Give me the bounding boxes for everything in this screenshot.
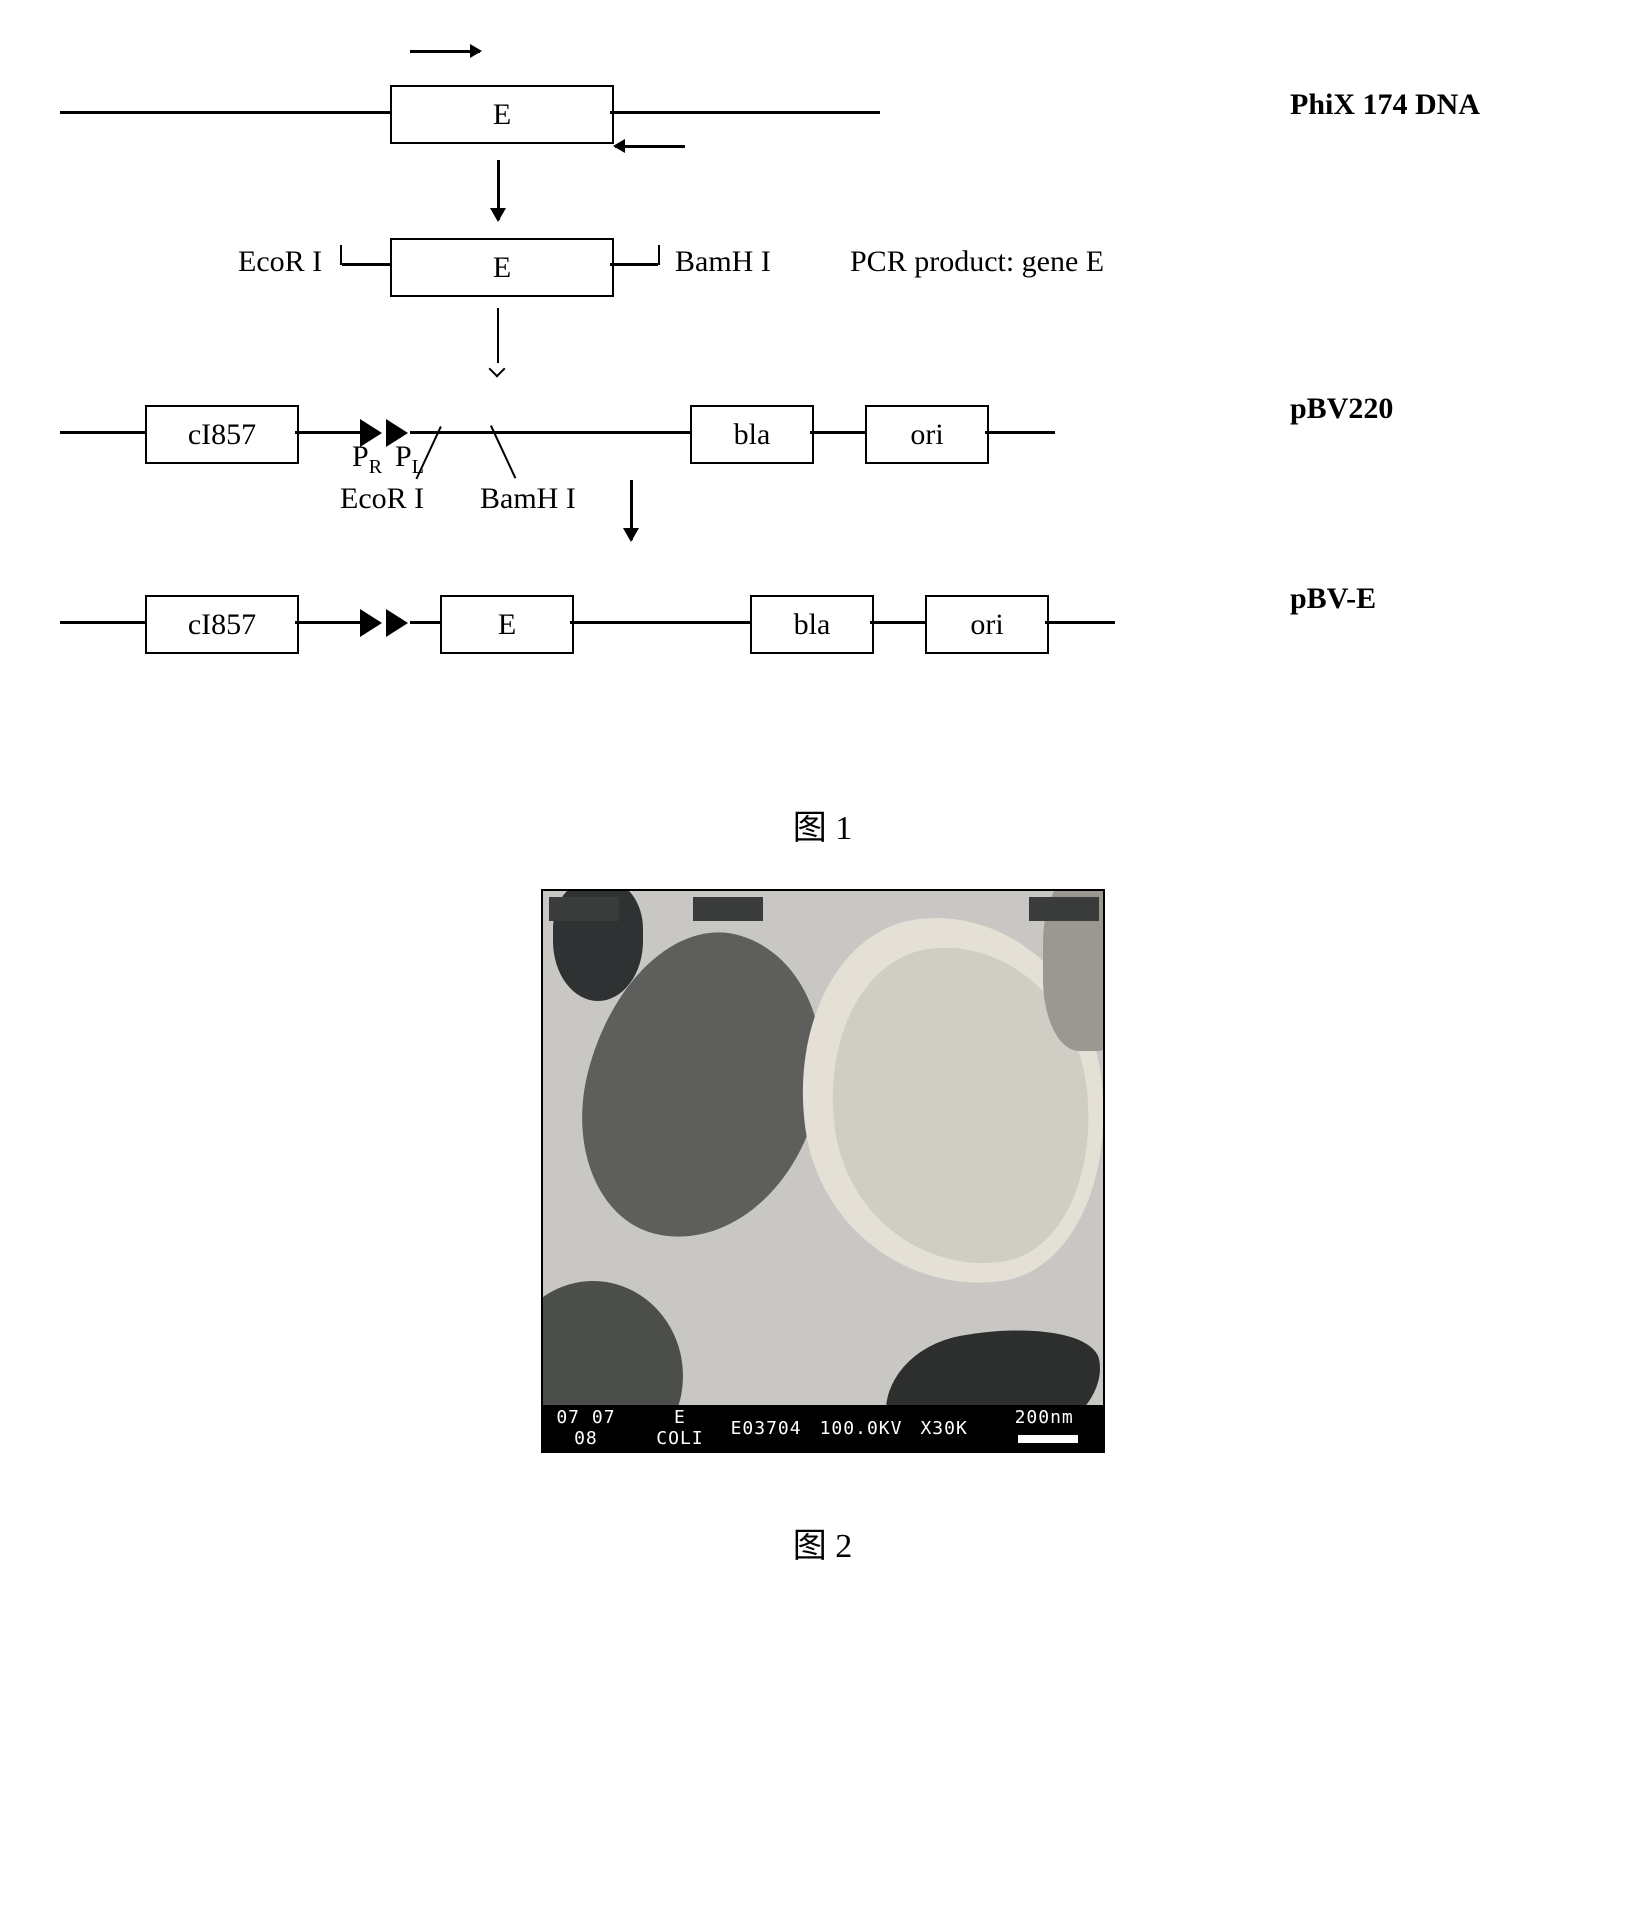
phix-dna-line <box>60 111 390 114</box>
phix-label: PhiX 174 DNA <box>1290 88 1480 122</box>
plasmid-line <box>60 621 145 624</box>
gene-box-ori: ori <box>865 405 989 464</box>
em-id: E03704 <box>731 1418 802 1439</box>
plasmid-line <box>985 431 1055 434</box>
ecori-site-label: EcoR I <box>340 482 424 516</box>
em-kv: 100.0KV <box>820 1418 903 1439</box>
em-mag: X30K <box>920 1418 967 1439</box>
plasmid-line <box>870 621 925 624</box>
phix-dna-line <box>610 111 880 114</box>
plasmid-line <box>295 621 360 624</box>
em-micrograph: 07 07 08 E COLI E03704 100.0KV X30K 200nm <box>541 889 1105 1453</box>
forward-primer-arrow <box>410 50 480 53</box>
em-scale: 200nm <box>986 1407 1103 1449</box>
pbv220-label: pBV220 <box>1290 392 1393 426</box>
em-corner-mark <box>1029 897 1099 921</box>
reverse-primer-arrow <box>615 145 685 148</box>
promoter-arrow <box>386 609 408 637</box>
gene-box-bla: bla <box>690 405 814 464</box>
plasmid-line <box>810 431 865 434</box>
cloning-diagram: EPhiX 174 DNAEcoR IEBamH IPCR product: g… <box>60 40 1460 740</box>
pr-label: PR <box>352 440 382 479</box>
down-arrow <box>497 308 499 363</box>
em-sample: E COLI <box>647 1407 712 1449</box>
figure-1-caption: 图 1 <box>60 800 1585 849</box>
plasmid-line <box>410 621 440 624</box>
plasmid-line <box>1045 621 1115 624</box>
gene-box-ori: ori <box>925 595 1049 654</box>
gene-box-bla: bla <box>750 595 874 654</box>
ecori-label: EcoR I <box>238 245 322 279</box>
em-corner-mark <box>693 897 763 921</box>
gene-e-pcr-box: E <box>390 238 614 297</box>
figure-2-caption: 图 2 <box>60 1518 1585 1567</box>
down-arrow <box>497 160 500 220</box>
promoter-arrow <box>360 609 382 637</box>
gene-e-box: E <box>390 85 614 144</box>
down-arrow <box>630 480 633 540</box>
em-date: 07 07 08 <box>543 1407 630 1449</box>
gene-box-ci857: cI857 <box>145 405 299 464</box>
figure-2-wrapper: 07 07 08 E COLI E03704 100.0KV X30K 200nm <box>60 889 1585 1458</box>
plasmid-line <box>410 431 690 434</box>
pbve-label: pBV-E <box>1290 582 1376 616</box>
em-corner-mark <box>549 897 619 921</box>
plasmid-line <box>570 621 750 624</box>
plasmid-line <box>295 431 360 434</box>
pcr-product-label: PCR product: gene E <box>850 245 1104 279</box>
bamhi-label: BamH I <box>675 245 771 279</box>
bamhi-site-label: BamH I <box>480 482 576 516</box>
gene-box-e: E <box>440 595 574 654</box>
plasmid-line <box>60 431 145 434</box>
em-info-bar: 07 07 08 E COLI E03704 100.0KV X30K 200nm <box>543 1405 1103 1451</box>
gene-box-ci857: cI857 <box>145 595 299 654</box>
